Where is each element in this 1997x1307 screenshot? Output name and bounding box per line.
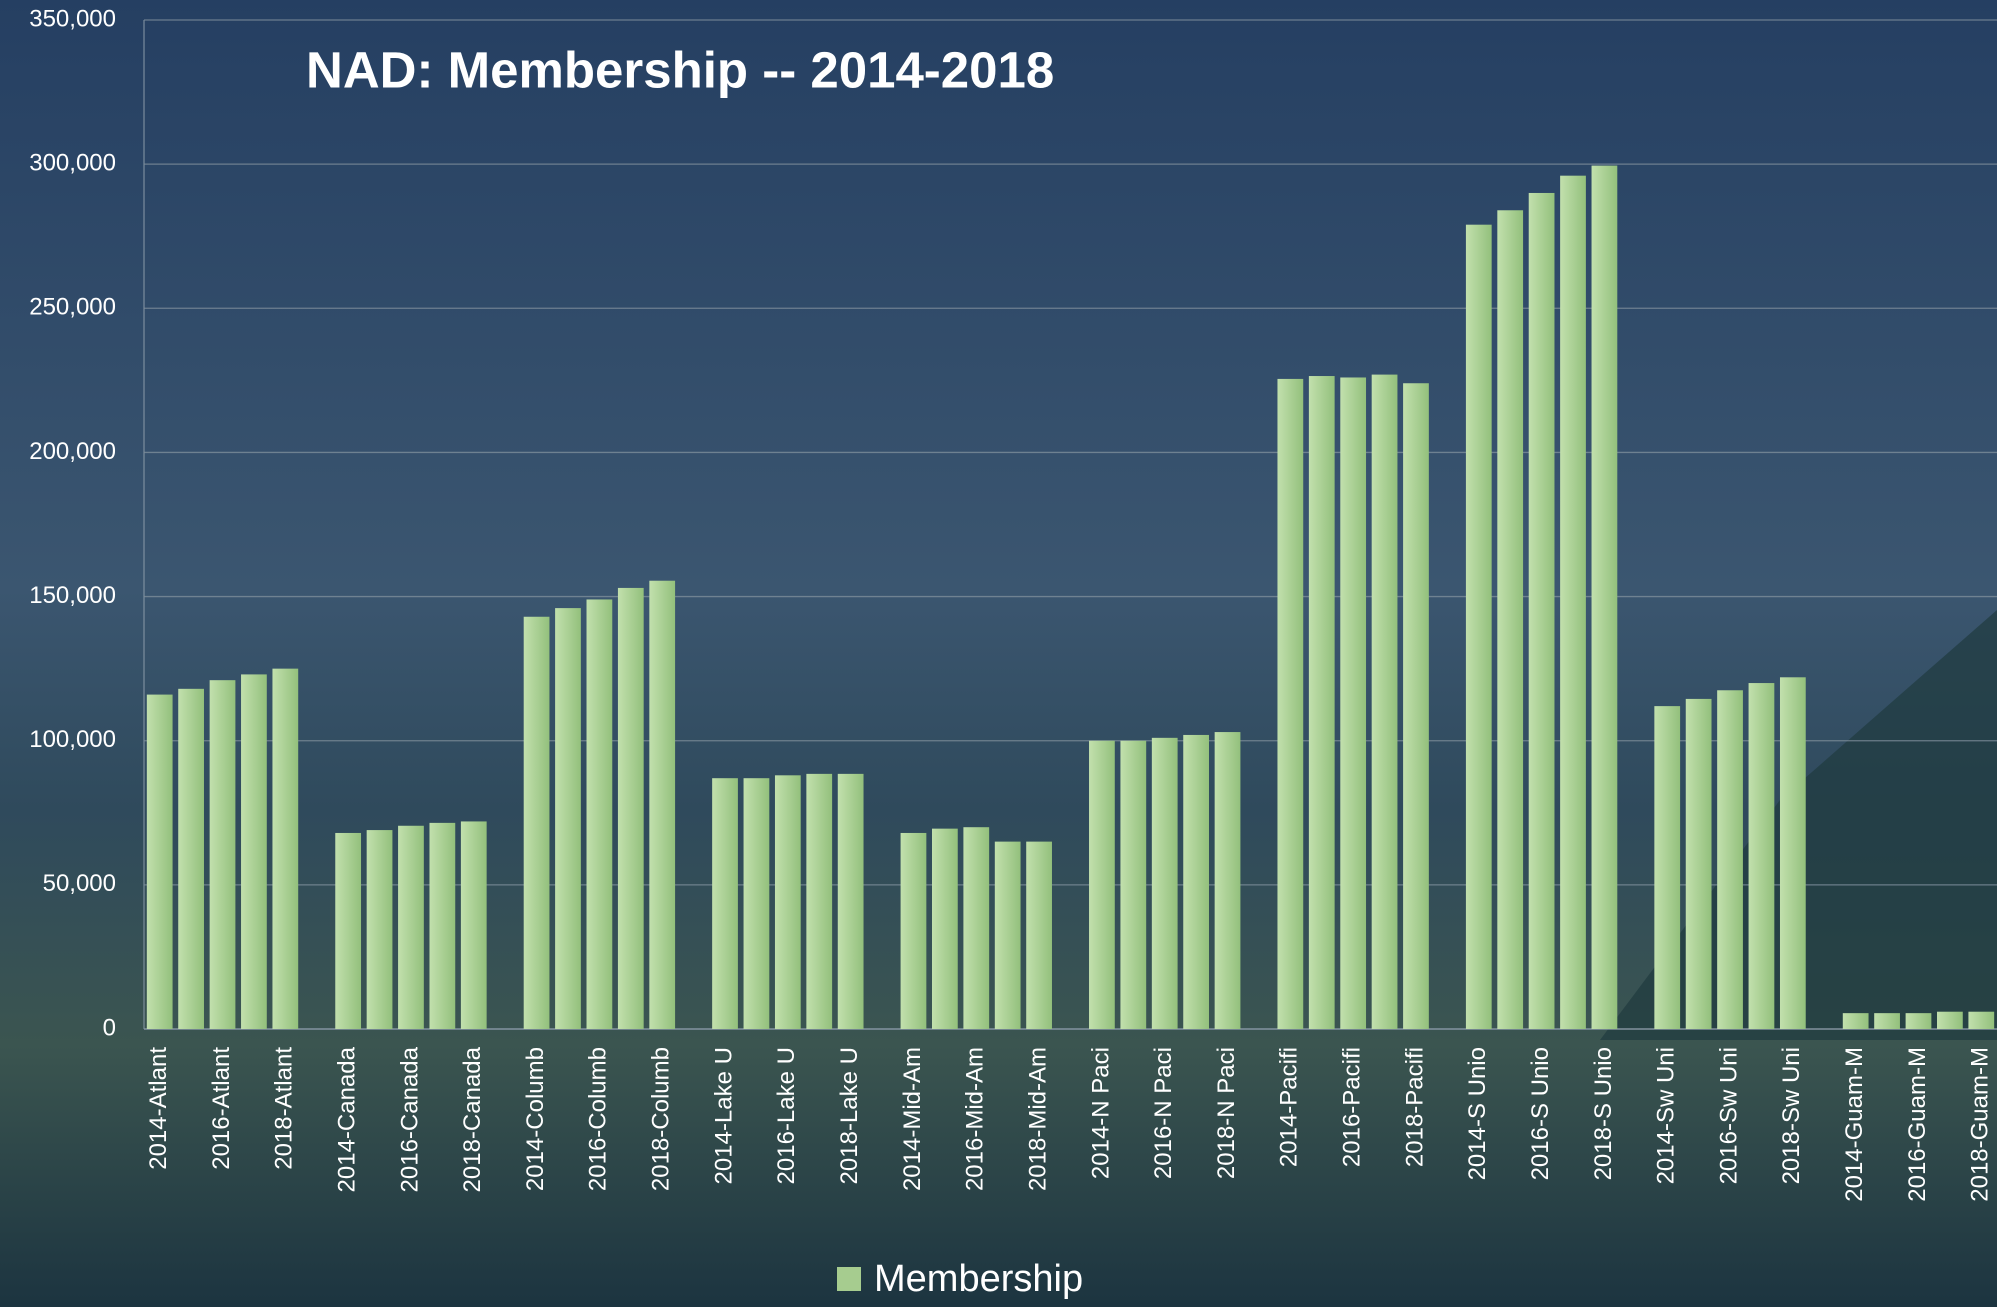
y-tick-label: 350,000 [29,5,116,32]
bar [1183,735,1209,1029]
bar [1277,379,1303,1029]
bar [618,588,644,1029]
x-tick-label: 2016-Lake U [773,1047,800,1184]
bar [1403,383,1429,1029]
chart-title: NAD: Membership -- 2014-2018 [306,41,1054,98]
bar [1654,706,1680,1029]
y-tick-label: 250,000 [29,294,116,321]
x-tick-label: 2018-Atlant [271,1047,298,1170]
x-tick-label: 2016-Canada [396,1046,423,1192]
bar [1874,1013,1900,1029]
bar [1968,1012,1994,1029]
bar [272,669,298,1029]
bar [178,689,204,1029]
bar [1749,683,1775,1029]
bar [1843,1013,1869,1029]
bar [932,829,958,1029]
x-tick-label: 2014-Canada [333,1046,360,1192]
bar [398,826,424,1029]
x-tick-label: 2014-S Unio [1464,1047,1491,1180]
bar [1560,176,1586,1029]
bar [744,778,770,1029]
bar [995,842,1021,1029]
bar [1529,193,1555,1029]
bar [1026,842,1052,1029]
bar [1497,210,1523,1029]
bar [806,774,832,1029]
bar [1717,690,1743,1029]
x-tick-label: 2018-Lake U [836,1047,863,1184]
x-tick-label: 2014-Lake U [710,1047,737,1184]
bar [335,833,361,1029]
x-tick-label: 2014-Sw Uni [1653,1047,1680,1184]
bar [1686,699,1712,1029]
bar [1592,166,1618,1029]
x-tick-label: 2014-Columb [522,1047,549,1191]
bar [147,695,173,1029]
bar [1906,1013,1932,1029]
bar [1089,741,1115,1029]
bar [367,830,393,1029]
legend-swatch [837,1267,861,1291]
x-tick-label: 2018-Canada [459,1046,486,1192]
x-tick-label: 2016-Guam-M [1904,1047,1931,1202]
bar [712,778,738,1029]
legend-label: Membership [874,1258,1083,1300]
bar [1152,738,1178,1029]
bar [429,823,455,1029]
bar [241,674,267,1029]
bar [461,821,487,1029]
x-tick-label: 2018-Mid-Am [1024,1047,1051,1191]
x-tick-label: 2018-Guam-M [1967,1047,1994,1202]
bar [1215,732,1241,1029]
bar [963,827,989,1029]
y-tick-label: 50,000 [43,870,116,897]
background [0,0,1997,1307]
x-tick-label: 2014-Guam-M [1841,1047,1868,1202]
bar [1466,225,1492,1029]
y-tick-label: 200,000 [29,438,116,465]
chart: NAD: Membership -- 2014-2018 0 50,000 100,… [0,0,1997,1307]
bar [210,680,236,1029]
x-tick-label: 2016-Atlant [208,1047,235,1170]
bar [587,599,613,1029]
x-tick-label: 2016-Mid-Am [962,1047,989,1191]
bar [649,581,675,1029]
x-tick-label: 2016-Pacifi [1339,1047,1366,1167]
y-tick-label: 150,000 [29,582,116,609]
x-tick-label: 2018-S Unio [1590,1047,1617,1180]
bar [524,617,550,1029]
x-tick-label: 2016-S Unio [1527,1047,1554,1180]
x-tick-label: 2018-Pacifi [1401,1047,1428,1167]
bar [1340,377,1366,1029]
bar [901,833,927,1029]
y-tick-label: 100,000 [29,726,116,753]
bar [1120,741,1146,1029]
y-tick-label: 0 [103,1014,116,1041]
bar [555,608,581,1029]
x-tick-label: 2016-N Paci [1150,1047,1177,1179]
bar [1937,1012,1963,1029]
y-tick-label: 300,000 [29,149,116,176]
bar [1309,376,1335,1029]
x-tick-label: 2014-Atlant [145,1047,172,1170]
x-tick-label: 2016-Sw Uni [1715,1047,1742,1184]
x-tick-label: 2014-N Paci [1087,1047,1114,1179]
x-tick-label: 2018-Columb [648,1047,675,1191]
bar [775,775,801,1029]
x-tick-label: 2014-Pacifi [1276,1047,1303,1167]
x-tick-label: 2014-Mid-Am [899,1047,926,1191]
page: NAD: Membership -- 2014-2018 0 50,000 100,… [0,0,1997,1307]
x-tick-label: 2018-Sw Uni [1778,1047,1805,1184]
x-tick-label: 2016-Columb [585,1047,612,1191]
x-tick-label: 2018-N Paci [1213,1047,1240,1179]
bar [1780,677,1806,1029]
bar [838,774,864,1029]
bar [1372,375,1398,1029]
